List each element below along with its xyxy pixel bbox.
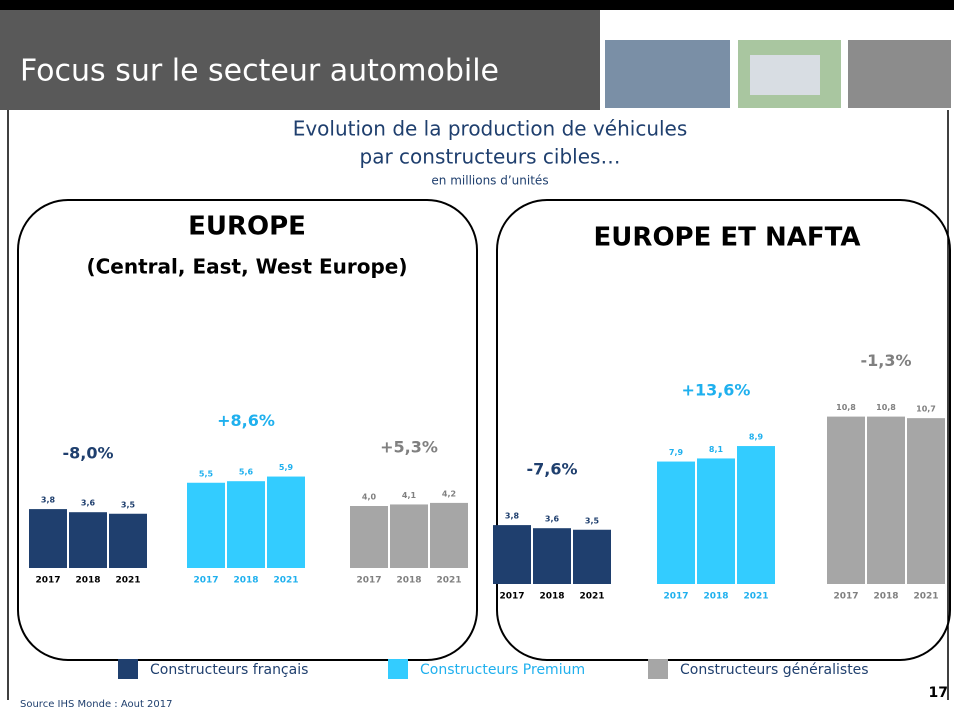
year-label: 2018 — [873, 592, 898, 602]
year-label: 2017 — [663, 592, 688, 602]
value-label: 4,0 — [362, 493, 377, 502]
bar — [697, 458, 735, 584]
panel-title: EUROPE ET NAFTA — [594, 223, 861, 253]
value-label: 10,8 — [836, 403, 856, 412]
legend-label: Constructeurs Premium — [420, 662, 585, 678]
value-label: 8,1 — [709, 445, 724, 454]
bar — [573, 530, 611, 584]
bar — [867, 417, 905, 584]
bar — [109, 514, 147, 568]
bar — [69, 512, 107, 568]
bar — [390, 504, 428, 568]
year-label: 2017 — [833, 592, 858, 602]
value-label: 3,8 — [505, 512, 520, 521]
photo — [848, 40, 951, 108]
year-label: 2021 — [743, 592, 768, 602]
value-label: 5,9 — [279, 463, 294, 472]
change-label: +5,3% — [380, 437, 438, 456]
bar — [430, 503, 468, 568]
subtitle-line: par constructeurs cibles… — [360, 145, 621, 169]
year-label: 2018 — [75, 576, 100, 586]
bar — [350, 506, 388, 568]
value-label: 8,9 — [749, 433, 764, 442]
change-label: +13,6% — [682, 381, 751, 400]
legend-label: Constructeurs français — [150, 662, 308, 678]
source: Source IHS Monde : Aout 2017 — [20, 699, 173, 710]
bar — [187, 483, 225, 568]
value-label: 3,6 — [545, 515, 560, 524]
value-label: 7,9 — [669, 448, 684, 457]
photo-building — [750, 55, 820, 95]
value-label: 3,8 — [41, 496, 56, 505]
year-label: 2017 — [356, 576, 381, 586]
value-label: 4,2 — [442, 489, 456, 498]
legend-label: Constructeurs généralistes — [680, 662, 869, 678]
year-label: 2021 — [273, 576, 298, 586]
year-label: 2017 — [499, 592, 524, 602]
bar — [907, 418, 945, 584]
subtitle-line: Evolution de la production de véhicules — [293, 117, 688, 141]
bar — [737, 446, 775, 584]
year-label: 2018 — [703, 592, 728, 602]
header-title: Focus sur le secteur automobile — [20, 54, 499, 89]
change-label: +8,6% — [217, 411, 275, 430]
year-label: 2017 — [35, 576, 60, 586]
value-label: 5,5 — [199, 469, 214, 478]
bar — [533, 528, 571, 584]
panel-title: EUROPE — [188, 212, 306, 242]
year-label: 2021 — [115, 576, 140, 586]
legend-swatch — [648, 659, 668, 679]
year-label: 2021 — [579, 592, 604, 602]
page-number: 17 — [929, 685, 948, 701]
value-label: 4,1 — [402, 491, 417, 500]
bar — [227, 481, 265, 568]
bar — [493, 525, 531, 584]
year-label: 2018 — [233, 576, 258, 586]
legend-swatch — [388, 659, 408, 679]
year-label: 2017 — [193, 576, 218, 586]
value-label: 10,8 — [876, 403, 896, 412]
year-label: 2018 — [539, 592, 564, 602]
bar — [29, 509, 67, 568]
panel-subtitle: (Central, East, West Europe) — [86, 255, 407, 279]
value-label: 3,6 — [81, 499, 96, 508]
subtitle-note: en millions d’unités — [431, 174, 548, 188]
bar — [267, 477, 305, 568]
legend-swatch — [118, 659, 138, 679]
bar — [827, 417, 865, 584]
change-label: -1,3% — [860, 351, 911, 370]
change-label: -7,6% — [526, 460, 577, 479]
top-band — [0, 0, 954, 10]
change-label: -8,0% — [62, 444, 113, 463]
value-label: 3,5 — [121, 500, 136, 509]
bar — [657, 462, 695, 584]
year-label: 2021 — [913, 592, 938, 602]
slide: Focus sur le secteur automobile Evolutio… — [0, 0, 954, 723]
value-label: 5,6 — [239, 468, 254, 477]
photo — [605, 40, 730, 108]
value-label: 10,7 — [916, 405, 936, 414]
year-label: 2018 — [396, 576, 421, 586]
value-label: 3,5 — [585, 516, 600, 525]
year-label: 2021 — [436, 576, 461, 586]
